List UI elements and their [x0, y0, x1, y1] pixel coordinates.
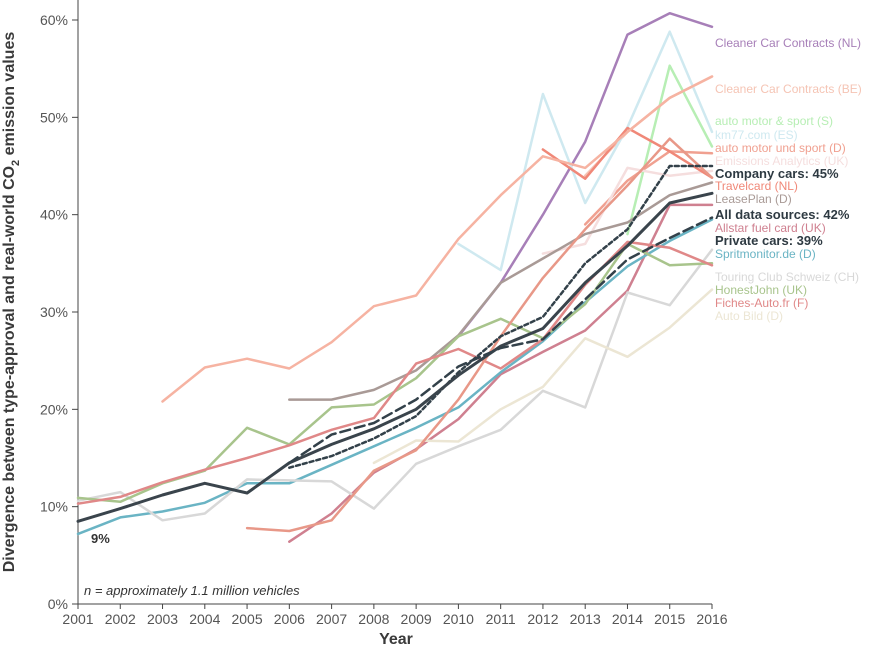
- x-tick-label: 2003: [147, 611, 178, 627]
- x-tick-label: 2011: [486, 611, 516, 627]
- start-value-label: 9%: [91, 531, 110, 546]
- series-line-travelcard-nl: [541, 126, 714, 180]
- x-tick-label: 2015: [654, 611, 685, 627]
- sample-size-note: n = approximately 1.1 million vehicles: [84, 583, 300, 598]
- series-label-fiches-auto-fr-f: Fiches-Auto.fr (F): [715, 296, 808, 310]
- series-line-spritmonitor-de-d: [76, 218, 714, 536]
- x-tick-label: 2006: [274, 611, 305, 627]
- series-line-all-data-sources-42: [76, 191, 714, 523]
- series-lines: [76, 11, 714, 543]
- series-label-auto-motor-und-sport-d: auto motor und sport (D): [715, 141, 846, 155]
- series-line-auto-motor-sport-s: [626, 64, 714, 236]
- x-tick-labels: 2001 2002 2003 2004 2005 2006 2007 2008 2009 2010…: [62, 611, 727, 627]
- series-line-private-cars-39: [288, 216, 714, 465]
- x-tick-label: 2013: [570, 611, 601, 627]
- series-label-company-cars-45: Company cars: 45%: [715, 166, 839, 181]
- series-label-auto-bild-d: Auto Bild (D): [715, 309, 783, 323]
- y-tick-label: 10%: [40, 499, 68, 515]
- y-tick-labels: 0% 10% 20% 30% 40% 50% 60%: [40, 12, 68, 612]
- x-tick-label: 2007: [316, 611, 347, 627]
- series-label-emissions-analytics-uk: Emissions Analytics (UK): [715, 154, 848, 168]
- x-tick-label: 2005: [231, 611, 262, 627]
- y-tick-label: 40%: [40, 207, 68, 223]
- series-label-honestjohn-uk: HonestJohn (UK): [715, 283, 807, 297]
- series-line-auto-motor-und-sport-d: [583, 150, 714, 226]
- series-line-km77-com-es: [457, 30, 714, 272]
- x-tick-label: 2016: [696, 611, 727, 627]
- x-axis-title: Year: [379, 631, 413, 648]
- x-tick-label: 2008: [358, 611, 389, 627]
- x-tick-label: 2014: [612, 611, 643, 627]
- axes: [72, 0, 713, 609]
- series-line-leaseplan-d: [288, 181, 714, 401]
- x-tick-label: 2001: [62, 611, 93, 627]
- series-line-honestjohn-uk: [76, 242, 714, 504]
- series-labels: Cleaner Car Contracts (NL) Cleaner Car Co…: [715, 36, 862, 323]
- x-tick-label: 2004: [189, 611, 220, 627]
- series-label-spritmonitor-de-d: Spritmonitor.de (D): [715, 247, 816, 261]
- series-label-allstar-fuel-card-uk: Allstar fuel card (UK): [715, 221, 826, 235]
- x-tick-label: 2009: [401, 611, 432, 627]
- y-axis-title: Divergence between type-approval and rea…: [1, 32, 22, 573]
- series-label-private-cars-39: Private cars: 39%: [715, 233, 823, 248]
- y-tick-label: 20%: [40, 401, 68, 417]
- series-line-company-cars-45: [288, 164, 714, 469]
- series-label-leaseplan-d: LeasePlan (D): [715, 192, 792, 206]
- series-line-belgian-cohort: [161, 75, 714, 403]
- y-tick-label: 60%: [40, 12, 68, 28]
- series-label-touring-club-schweiz-ch: Touring Club Schweiz (CH): [715, 270, 859, 284]
- x-tick-label: 2010: [443, 611, 474, 627]
- series-label-travelcard-nl: Travelcard (NL): [715, 179, 798, 193]
- series-line-late-pilot: [245, 137, 714, 533]
- y-tick-label: 30%: [40, 304, 68, 320]
- y-tick-label: 0%: [48, 596, 68, 612]
- series-line-touring-club-schweiz-ch: [76, 248, 714, 522]
- series-line-fiches-auto-fr-f: [76, 240, 714, 505]
- series-label-km77-com-es: km77.com (ES): [715, 128, 798, 142]
- series-label-all-data-sources-42: All data sources: 42%: [715, 207, 850, 222]
- series-label-cleaner-car-contracts-nl: Cleaner Car Contracts (NL): [715, 36, 861, 50]
- x-tick-label: 2002: [105, 611, 136, 627]
- series-label-cleaner-car-contracts-be: Cleaner Car Contracts (BE): [715, 82, 862, 96]
- series-label-auto-motor-sport-s: auto motor & sport (S): [715, 114, 833, 128]
- y-tick-label: 50%: [40, 109, 68, 125]
- series-line-auto-bild-d: [372, 288, 714, 465]
- x-tick-label: 2012: [527, 611, 558, 627]
